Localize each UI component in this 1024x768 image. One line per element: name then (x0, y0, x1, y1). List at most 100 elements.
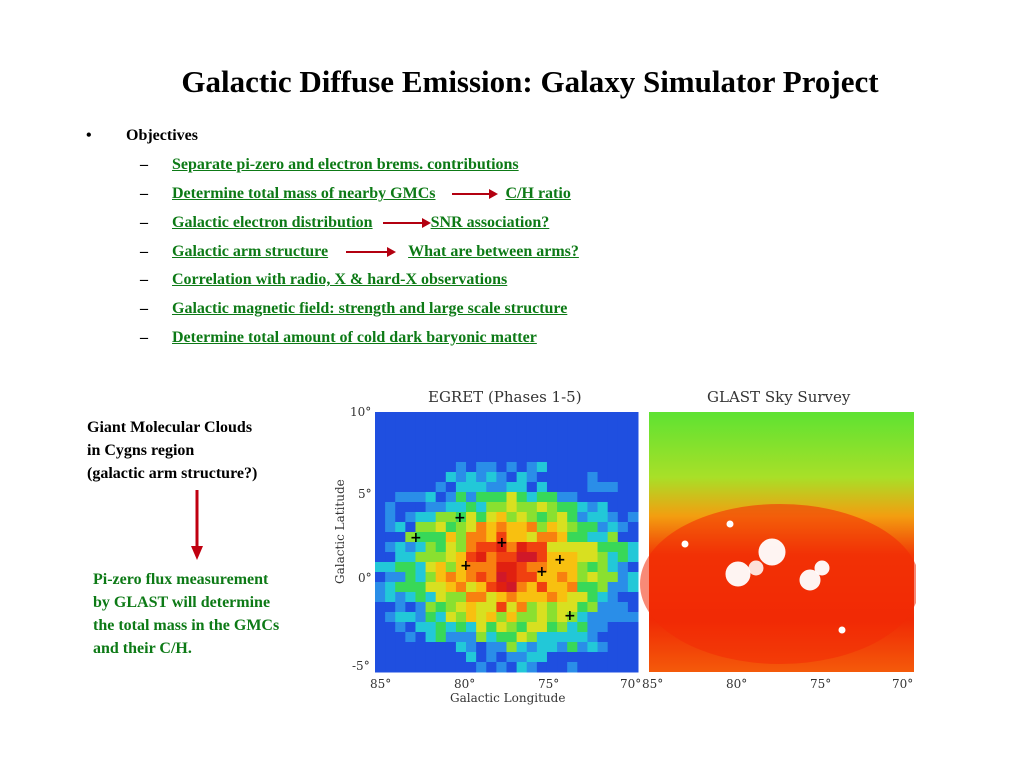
egret-pixel (526, 562, 538, 573)
objective-target-link[interactable]: What are between arms? (408, 243, 579, 260)
egret-pixel (546, 542, 558, 553)
egret-pixel (405, 572, 416, 583)
egret-pixel (415, 522, 427, 533)
egret-pixel (546, 422, 558, 433)
slide-title: Galactic Diffuse Emission: Galaxy Simula… (181, 64, 879, 99)
egret-pixel (607, 562, 619, 573)
objective-link[interactable]: Separate pi-zero and electron brems. con… (172, 156, 519, 173)
egret-pixel (546, 502, 558, 513)
egret-pixel (536, 442, 548, 453)
egret-pixel (597, 612, 609, 623)
egret-pixel (597, 472, 609, 483)
egret-pixel (466, 532, 477, 543)
egret-pixel (567, 622, 578, 633)
egret-pixel (435, 592, 447, 603)
egret-pixel (557, 562, 568, 573)
egret-pixel (405, 622, 416, 633)
egret-pixel (466, 572, 477, 583)
egret-pixel (466, 612, 477, 623)
egret-pixel (496, 562, 507, 573)
egret-pixel (587, 552, 599, 563)
egret-pixel (516, 502, 528, 513)
egret-pixel (445, 602, 457, 613)
egret-pixel (516, 652, 528, 663)
egret-pixel (425, 532, 437, 543)
egret-pixel (506, 492, 518, 503)
egret-pixel (627, 512, 639, 523)
egret-pixel (506, 522, 518, 533)
egret-pixel (476, 532, 487, 543)
egret-pixel (546, 512, 558, 523)
objective-link[interactable]: Galactic electron distribution (172, 214, 373, 231)
objective-target-link[interactable]: SNR association? (430, 214, 550, 231)
egret-pixel (435, 552, 447, 563)
egret-pixel (466, 482, 477, 493)
egret-pixel (496, 422, 507, 433)
egret-pixel (425, 622, 437, 633)
egret-pixel (577, 542, 588, 553)
egret-pixel (516, 412, 528, 423)
egret-pixel (597, 492, 609, 503)
egret-pixel (395, 572, 406, 583)
egret-pixel (526, 472, 538, 483)
egret-pixel (496, 502, 507, 513)
egret-pixel (536, 462, 548, 473)
egret-pixel (405, 552, 416, 563)
egret-pixel (466, 452, 477, 463)
objective-link[interactable]: Correlation with radio, X & hard-X obser… (172, 271, 508, 288)
egret-pixel (587, 492, 599, 503)
egret-pixel (375, 602, 386, 613)
egret-pixel (607, 632, 619, 643)
egret-pixel (536, 622, 548, 633)
egret-pixel (587, 432, 599, 443)
glast-plane-emission (640, 504, 916, 664)
egret-pixel (506, 482, 518, 493)
egret-pixel (496, 442, 507, 453)
egret-pixel (466, 602, 477, 613)
egret-pixel (546, 552, 558, 563)
egret-pixel (466, 492, 477, 503)
egret-pixel (536, 542, 548, 553)
objective-link[interactable]: Determine total mass of nearby GMCs (172, 185, 436, 202)
egret-pixel (375, 562, 386, 573)
egret-pixel (597, 462, 609, 473)
egret-pixel (607, 532, 619, 543)
egret-pixel (567, 482, 578, 493)
egret-pixel (486, 522, 497, 533)
egret-pixel (577, 532, 588, 543)
egret-pixel (375, 632, 386, 643)
egret-pixel (435, 572, 447, 583)
egret-pixel (526, 492, 538, 503)
objective-link[interactable]: Galactic arm structure (172, 243, 329, 260)
egret-pixel (577, 492, 588, 503)
egret-pixel (425, 642, 437, 653)
egret-pixel (506, 582, 518, 593)
egret-pixel (546, 582, 558, 593)
right-arrow-icon (346, 247, 397, 258)
egret-pixel (405, 412, 416, 423)
egret-pixel (486, 592, 497, 603)
egret-pixel (496, 662, 507, 673)
egret-pixel (587, 442, 599, 453)
egret-pixel (546, 612, 558, 623)
egret-pixel (486, 502, 497, 513)
objective-link[interactable]: Galactic magnetic field: strength and la… (172, 300, 568, 317)
egret-pixel (385, 522, 396, 533)
egret-pixel (425, 572, 437, 583)
egret-pixel (466, 502, 477, 513)
egret-pixel (395, 552, 406, 563)
egret-pixel (405, 512, 416, 523)
egret-pixel (395, 642, 406, 653)
egret-pixel (567, 632, 578, 643)
egret-pixel (516, 552, 528, 563)
objective-link[interactable]: Determine total amount of cold dark bary… (172, 329, 537, 346)
egret-pixel (455, 642, 467, 653)
egret-pixel (557, 432, 568, 443)
egret-pixel (455, 582, 467, 593)
egret-pixel (476, 582, 487, 593)
egret-pixel (597, 512, 609, 523)
objective-target-link[interactable]: C/H ratio (505, 185, 571, 202)
egret-pixel (577, 642, 588, 653)
egret-pixel (385, 462, 396, 473)
egret-pixel (375, 462, 386, 473)
